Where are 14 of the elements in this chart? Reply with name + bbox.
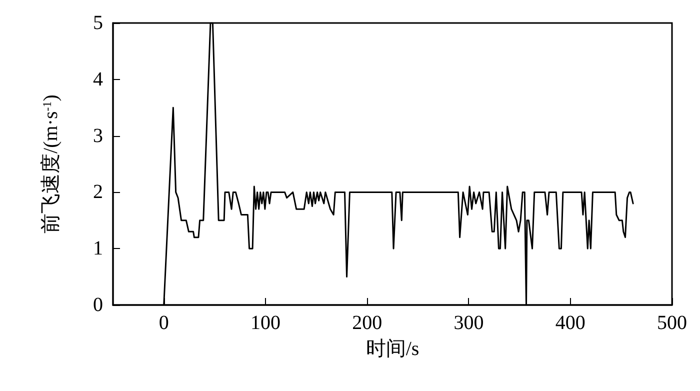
y-tick-label: 4 <box>93 68 103 90</box>
y-tick-label: 2 <box>93 181 103 204</box>
x-axis-title: 时间/s <box>366 338 420 360</box>
y-tick-label: 0 <box>93 294 103 316</box>
x-tick-label: 200 <box>352 312 382 334</box>
x-tick-label: 300 <box>454 312 484 334</box>
x-tick-label: 500 <box>657 312 687 334</box>
y-tick-label: 3 <box>93 124 103 147</box>
x-tick-label: 100 <box>250 312 280 334</box>
y-tick-label: 1 <box>93 238 103 260</box>
y-tick-label: 5 <box>93 12 103 34</box>
x-tick-label: 0 <box>158 312 169 334</box>
y-axis-title: 前飞速度/(m·s-1) <box>40 94 62 234</box>
x-tick-label: 400 <box>555 312 586 334</box>
